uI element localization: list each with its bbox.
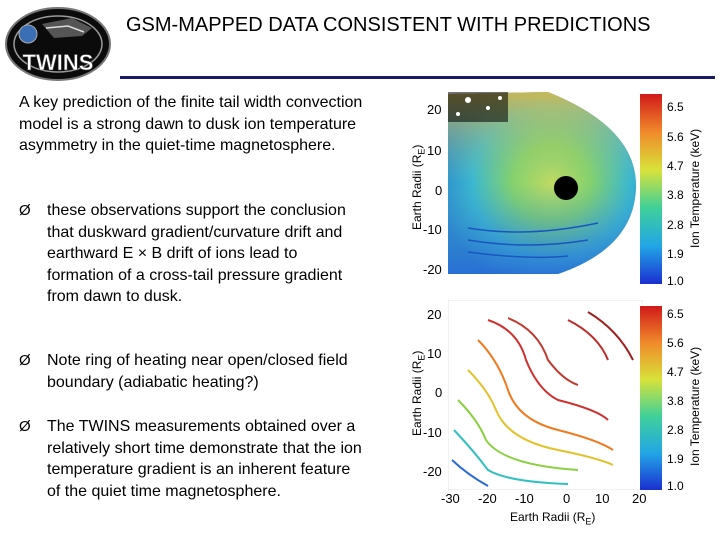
colorbar-tick: 1.0 — [667, 479, 684, 493]
bullet-text: The TWINS measurements obtained over a r… — [47, 418, 362, 500]
logo-text: TWINS — [23, 50, 94, 75]
measured-temperature-map — [448, 92, 637, 274]
colorbar-label: Ion Temperature (keV) — [688, 128, 702, 248]
x-axis-label: Earth Radii (RE) — [510, 510, 596, 527]
y-tick: -20 — [423, 464, 442, 479]
colorbar-tick: 1.0 — [667, 274, 684, 288]
colorbar-tick: 1.9 — [667, 452, 684, 466]
x-tick: -10 — [515, 491, 534, 506]
y-axis-label: Earth Radii (RE) — [410, 350, 427, 436]
y-tick: -20 — [423, 262, 442, 277]
y-tick: 0 — [435, 385, 443, 400]
colorbar-tick: 3.8 — [667, 394, 684, 408]
model-temperature-contours — [448, 300, 643, 490]
x-tick: 20 — [632, 491, 647, 506]
x-tick: 0 — [563, 491, 571, 506]
colorbar-tick: 5.6 — [667, 130, 684, 144]
bullet-text: these observations support the conclusio… — [47, 202, 346, 305]
y-axis-label: Earth Radii (RE) — [410, 144, 427, 230]
colorbar-tick: 2.8 — [667, 423, 684, 437]
y-tick: 20 — [427, 307, 442, 322]
y-tick: 10 — [427, 143, 442, 158]
y-tick: 20 — [427, 102, 442, 117]
title-underline — [120, 76, 715, 79]
bullet-arrow-icon: Ø — [19, 418, 31, 435]
slide-title: GSM-MAPPED DATA CONSISTENT WITH PREDICTI… — [126, 14, 651, 36]
twins-logo: TWINS — [5, 7, 111, 81]
colorbar-top — [640, 94, 662, 284]
y-tick: 10 — [427, 346, 442, 361]
y-tick: 0 — [435, 183, 443, 198]
intro-paragraph: A key prediction of the finite tail widt… — [19, 94, 363, 154]
x-tick: -20 — [478, 491, 497, 506]
colorbar-tick: 4.7 — [667, 365, 684, 379]
y-tick: -10 — [423, 425, 442, 440]
x-tick: 10 — [595, 491, 610, 506]
y-tick: -10 — [423, 222, 442, 237]
colorbar-tick: 6.5 — [667, 307, 684, 321]
colorbar-tick: 2.8 — [667, 218, 684, 232]
x-tick: -30 — [441, 491, 460, 506]
colorbar-tick: 5.6 — [667, 336, 684, 350]
bullet-arrow-icon: Ø — [19, 352, 31, 369]
colorbar-tick: 4.7 — [667, 159, 684, 173]
colorbar-tick: 3.8 — [667, 188, 684, 202]
colorbar-tick: 6.5 — [667, 100, 684, 114]
colorbar-tick: 1.9 — [667, 247, 684, 261]
bullet-arrow-icon: Ø — [19, 202, 31, 219]
bullet-text: Note ring of heating near open/closed fi… — [47, 352, 348, 391]
colorbar-bottom — [640, 306, 662, 490]
colorbar-label: Ion Temperature (keV) — [688, 346, 702, 466]
